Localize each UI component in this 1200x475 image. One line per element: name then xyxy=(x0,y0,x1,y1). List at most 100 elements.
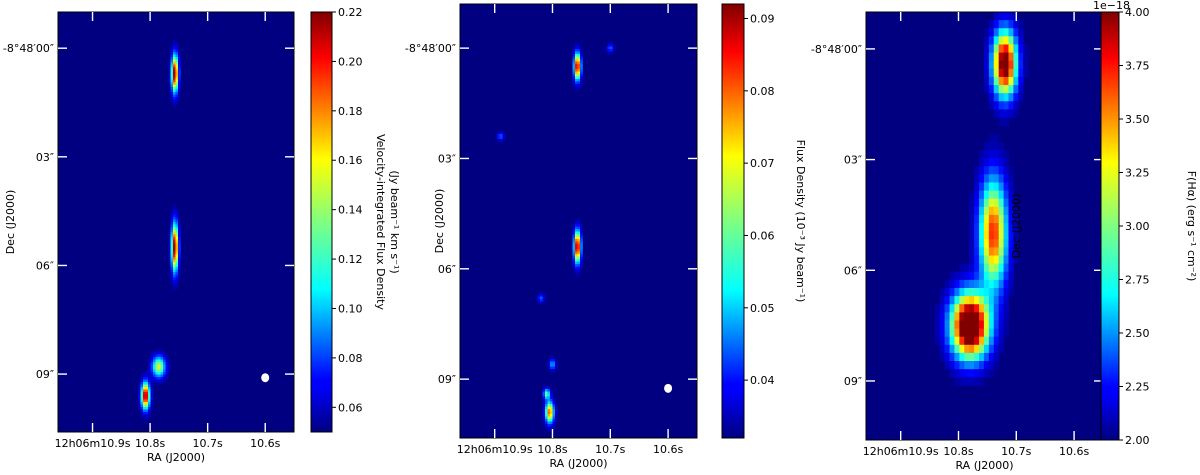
colorbar-offset-text: 1e−18 xyxy=(1093,0,1130,12)
map-cell xyxy=(153,372,156,375)
map-cell xyxy=(497,139,501,142)
map-cell xyxy=(175,217,179,220)
map-cell xyxy=(150,407,154,410)
map-cell xyxy=(993,279,1000,289)
map-cell xyxy=(580,224,583,227)
map-cell xyxy=(168,244,171,248)
map-cell xyxy=(577,264,581,267)
map-cell xyxy=(983,158,990,167)
map-cell xyxy=(173,44,176,48)
map-cell xyxy=(168,64,171,68)
map-cell xyxy=(572,226,576,230)
map-cell xyxy=(580,71,583,75)
map-cell xyxy=(175,62,179,65)
map-cell xyxy=(552,369,556,372)
map-cell xyxy=(165,372,169,375)
map-cell xyxy=(150,352,154,355)
map-cell xyxy=(974,296,980,305)
map-cell xyxy=(998,344,1004,354)
map-cell xyxy=(550,411,553,415)
map-cell xyxy=(158,374,161,378)
map-cell xyxy=(143,384,146,388)
map-cell xyxy=(577,219,581,222)
map-cell xyxy=(552,364,556,367)
map-cell xyxy=(138,384,141,388)
map-cell xyxy=(168,237,171,240)
map-cell xyxy=(550,361,553,365)
map-cell xyxy=(610,44,613,47)
map-cell xyxy=(610,49,613,52)
map-cell xyxy=(1003,117,1009,127)
map-cell xyxy=(993,198,1000,208)
map-cell xyxy=(979,344,985,354)
map-cell xyxy=(577,49,581,52)
map-cell xyxy=(1003,287,1009,297)
map-cell xyxy=(944,361,950,370)
map-cell xyxy=(170,77,174,80)
map-cell xyxy=(150,372,154,375)
map-cell xyxy=(983,279,990,289)
map-cell xyxy=(153,354,156,358)
map-cell xyxy=(1013,60,1019,70)
map-cell xyxy=(964,352,970,362)
map-cell xyxy=(572,69,576,72)
map-cell xyxy=(178,59,181,63)
map-cell xyxy=(552,356,556,360)
map-cell xyxy=(1003,255,1009,265)
map-cell xyxy=(979,255,985,265)
map-cell xyxy=(1008,76,1014,86)
map-cell xyxy=(570,246,573,250)
map-cell xyxy=(173,269,176,273)
map-cell xyxy=(555,416,558,420)
map-cell xyxy=(170,239,174,243)
map-cell xyxy=(153,362,156,365)
map-cell xyxy=(168,232,171,235)
map-cell xyxy=(178,222,181,225)
map-cell xyxy=(993,361,1000,370)
map-cell xyxy=(550,416,553,420)
x-axis-label: RA (J2000) xyxy=(549,457,607,470)
map-cell xyxy=(173,214,176,218)
map-cell xyxy=(547,399,551,402)
map-cell xyxy=(542,409,546,412)
map-cell xyxy=(988,182,995,191)
map-cell xyxy=(575,231,578,235)
map-cell xyxy=(552,416,556,420)
map-cell xyxy=(153,382,156,385)
map-cell xyxy=(575,66,578,70)
map-cell xyxy=(138,394,141,398)
map-cell xyxy=(175,87,179,90)
map-cell xyxy=(1008,214,1014,224)
map-cell xyxy=(1003,263,1009,273)
colorbar-tick-label: 0.10 xyxy=(338,302,363,315)
map-cell xyxy=(145,389,149,393)
map-cell xyxy=(575,64,578,67)
map-cell xyxy=(175,77,179,80)
colorbar-tick-label: 0.16 xyxy=(338,154,363,167)
map-cell xyxy=(545,424,548,427)
map-cell xyxy=(168,79,171,83)
map-cell xyxy=(610,41,613,45)
map-cell xyxy=(163,379,166,383)
map-cell xyxy=(547,396,551,400)
map-cell xyxy=(1008,60,1014,70)
map-cell xyxy=(148,404,151,408)
map-cell xyxy=(173,282,176,285)
map-cell xyxy=(178,229,181,233)
map-cell xyxy=(1003,312,1009,321)
map-cell xyxy=(552,426,556,430)
colorbar-tick-label: 0.18 xyxy=(338,105,363,118)
map-cell xyxy=(612,46,616,50)
map-cell xyxy=(575,259,578,262)
map-cell xyxy=(575,86,578,90)
map-cell xyxy=(577,64,581,67)
map-cell xyxy=(1013,76,1019,86)
map-cell xyxy=(148,392,151,395)
map-cell xyxy=(575,246,578,250)
map-cell xyxy=(170,52,174,55)
map-cell xyxy=(998,182,1004,191)
map-cell xyxy=(993,109,1000,118)
x-axis-label: RA (J2000) xyxy=(147,451,205,464)
map-cell xyxy=(173,207,176,210)
map-cell xyxy=(998,328,1004,338)
